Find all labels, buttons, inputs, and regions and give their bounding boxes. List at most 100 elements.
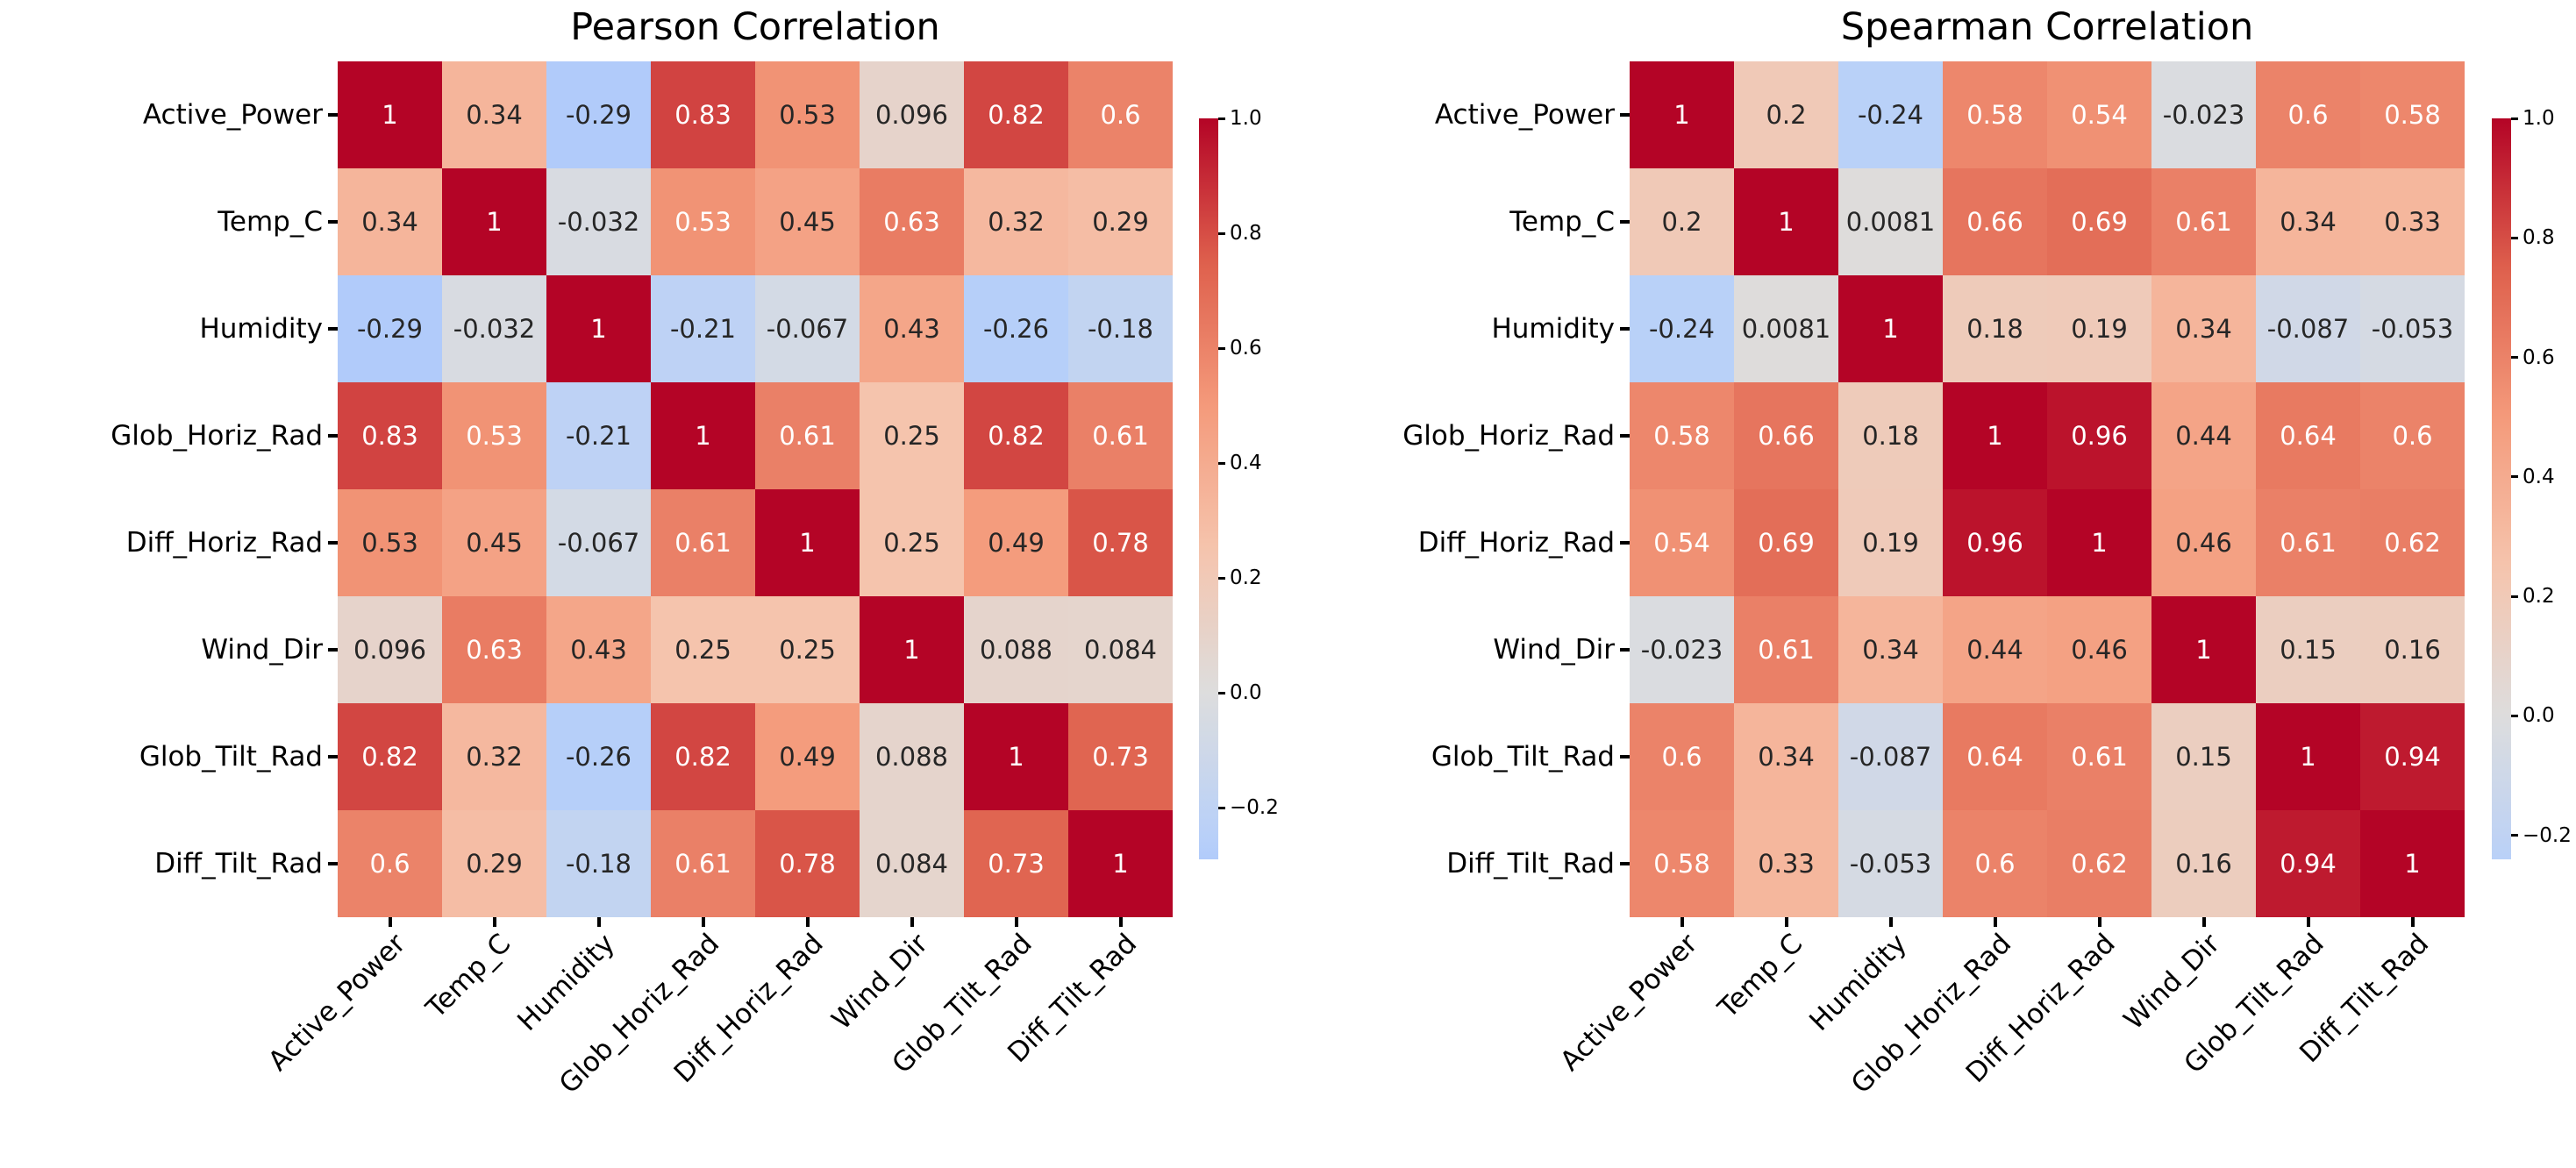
heatmap-cell: 0.34 xyxy=(442,61,546,168)
colorbar-tick xyxy=(1218,576,1225,580)
y-tick xyxy=(328,434,338,438)
heatmap-cell: 1 xyxy=(2256,703,2360,810)
y-tick xyxy=(1620,434,1630,438)
heatmap-cell: 1 xyxy=(1630,61,1734,168)
heatmap-cell: 0.62 xyxy=(2047,810,2151,917)
heatmap-cell: 0.18 xyxy=(1943,275,2047,382)
heatmap-cell: 1 xyxy=(860,596,964,703)
y-tick xyxy=(1620,755,1630,758)
heatmap-cell: 0.43 xyxy=(546,596,651,703)
col-label: Wind_Dir xyxy=(2117,928,2226,1036)
heatmap-cell: 0.58 xyxy=(1943,61,2047,168)
row-label: Diff_Horiz_Rad xyxy=(125,527,323,559)
heatmap-cell: -0.21 xyxy=(546,382,651,489)
heatmap-cell: 0.61 xyxy=(2151,168,2256,275)
heatmap-cell: 0.49 xyxy=(964,489,1068,596)
row-label: Temp_C xyxy=(218,206,323,238)
row-label: Wind_Dir xyxy=(201,634,323,666)
y-tick xyxy=(328,862,338,865)
heatmap-cell: 0.62 xyxy=(2360,489,2465,596)
x-tick xyxy=(1888,917,1893,927)
heatmap-cell: 0.16 xyxy=(2360,596,2465,703)
row-label: Active_Power xyxy=(142,99,323,131)
heatmap-cell: 0.084 xyxy=(860,810,964,917)
heatmap-cell: 0.82 xyxy=(964,61,1068,168)
colorbar-tick-label: 0.0 xyxy=(2522,704,2555,728)
heatmap-cell: 0.53 xyxy=(442,382,546,489)
row-label: Diff_Tilt_Rad xyxy=(1446,848,1615,880)
row-label: Wind_Dir xyxy=(1493,634,1615,666)
x-tick xyxy=(805,917,810,927)
heatmap-cell: 0.088 xyxy=(964,596,1068,703)
heatmap-cell: 0.088 xyxy=(860,703,964,810)
heatmap-cell: 0.53 xyxy=(755,61,860,168)
colorbar-tick-label: 0.6 xyxy=(1230,337,1262,360)
y-tick xyxy=(1620,862,1630,865)
heatmap-cell: 0.6 xyxy=(338,810,442,917)
heatmap-cell: 0.32 xyxy=(442,703,546,810)
heatmap-cell: -0.24 xyxy=(1838,61,1943,168)
col-label: Active_Power xyxy=(262,928,412,1078)
heatmap-cell: 0.94 xyxy=(2360,703,2465,810)
colorbar-tick xyxy=(1218,231,1225,235)
heatmap-cell: 0.54 xyxy=(1630,489,1734,596)
heatmap-cell: 1 xyxy=(2360,810,2465,917)
heatmap-cell: -0.053 xyxy=(2360,275,2465,382)
x-tick xyxy=(910,917,914,927)
heatmap-cell: 1 xyxy=(651,382,755,489)
y-tick xyxy=(328,541,338,545)
spearman-colorbar xyxy=(2492,118,2511,859)
heatmap-cell: 0.82 xyxy=(964,382,1068,489)
colorbar-tick xyxy=(2511,595,2518,598)
colorbar-tick xyxy=(2511,356,2518,360)
y-tick xyxy=(1620,648,1630,652)
col-label: Active_Power xyxy=(1554,928,1704,1078)
x-tick xyxy=(2306,917,2310,927)
heatmap-cell: 0.53 xyxy=(338,489,442,596)
heatmap-cell: 1 xyxy=(1943,382,2047,489)
heatmap-cell: 1 xyxy=(1068,810,1173,917)
heatmap-cell: 0.15 xyxy=(2151,703,2256,810)
colorbar-tick-label: 0.0 xyxy=(1230,681,1262,705)
heatmap-cell: 0.44 xyxy=(1943,596,2047,703)
colorbar-tick xyxy=(1218,117,1225,120)
heatmap-cell: -0.26 xyxy=(964,275,1068,382)
x-tick xyxy=(2097,917,2101,927)
heatmap-cell: 0.78 xyxy=(755,810,860,917)
colorbar-tick-label: 0.2 xyxy=(1230,566,1262,590)
heatmap-cell: 0.96 xyxy=(1943,489,2047,596)
heatmap-cell: 0.25 xyxy=(651,596,755,703)
heatmap-cell: 0.61 xyxy=(651,489,755,596)
y-tick xyxy=(1620,327,1630,331)
heatmap-cell: 0.34 xyxy=(2256,168,2360,275)
y-tick xyxy=(328,220,338,224)
heatmap-cell: 0.61 xyxy=(2047,703,2151,810)
heatmap-cell: 0.34 xyxy=(1734,703,1838,810)
heatmap-cell: -0.067 xyxy=(755,275,860,382)
heatmap-cell: 1 xyxy=(442,168,546,275)
heatmap-cell: 0.45 xyxy=(755,168,860,275)
heatmap-cell: 0.82 xyxy=(651,703,755,810)
heatmap-cell: 0.33 xyxy=(2360,168,2465,275)
colorbar-tick xyxy=(1218,461,1225,465)
heatmap-cell: 0.29 xyxy=(1068,168,1173,275)
row-label: Glob_Horiz_Rad xyxy=(1402,420,1615,452)
heatmap-cell: 0.084 xyxy=(1068,596,1173,703)
colorbar-tick-label: 0.8 xyxy=(2522,226,2555,250)
heatmap-cell: 0.54 xyxy=(2047,61,2151,168)
heatmap-cell: 1 xyxy=(338,61,442,168)
heatmap-cell: 0.82 xyxy=(338,703,442,810)
y-tick xyxy=(328,648,338,652)
row-label: Glob_Tilt_Rad xyxy=(1431,741,1615,773)
heatmap-cell: 0.2 xyxy=(1734,61,1838,168)
heatmap-cell: 1 xyxy=(964,703,1068,810)
heatmap-cell: 0.58 xyxy=(1630,810,1734,917)
colorbar-tick-label: 0.8 xyxy=(1230,222,1262,245)
heatmap-cell: 0.6 xyxy=(2256,61,2360,168)
heatmap-cell: 0.32 xyxy=(964,168,1068,275)
colorbar-tick xyxy=(2511,117,2518,120)
colorbar-tick-label: 1.0 xyxy=(1230,107,1262,130)
colorbar-tick-label: 0.2 xyxy=(2522,585,2555,609)
colorbar-tick xyxy=(2511,475,2518,479)
